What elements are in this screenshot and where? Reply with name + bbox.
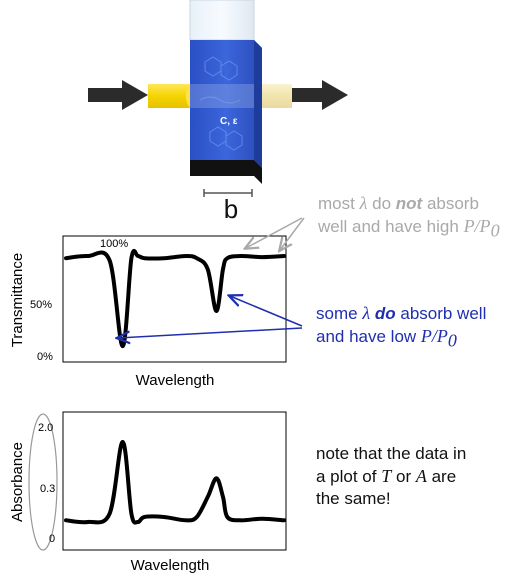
cuvette-base — [190, 160, 262, 184]
absorbance-tick-0-3: 0.3 — [40, 483, 55, 495]
incoming-light-arrow — [88, 80, 148, 110]
note-ratio: P/P — [463, 216, 491, 236]
note-do: do — [372, 194, 392, 213]
blue-arrow-to-second-dip — [230, 296, 303, 327]
note-do-emphasis: do — [374, 304, 396, 323]
note-T: T — [381, 466, 392, 486]
note-lambda-2: λ — [362, 303, 371, 323]
transmittance-tick-0: 0% — [37, 351, 53, 363]
note-ratio-2: P/P — [420, 326, 448, 346]
path-length-label: b — [224, 194, 238, 224]
incident-beam — [148, 84, 192, 108]
transmittance-plot-frame — [62, 235, 287, 363]
absorbance-series-line — [64, 439, 286, 525]
transmittance-ylabel: Transmittance — [9, 253, 26, 347]
low-transmit-pointer-arrows — [118, 296, 303, 338]
note-data-in: note that the data in — [316, 444, 467, 463]
note-and-have-low: and have low — [316, 327, 417, 346]
same-data-note: note that the data in a plot of T or A a… — [316, 443, 510, 510]
note-ratio-sub-2: 0 — [447, 330, 457, 351]
note-the-same: the same! — [316, 489, 391, 508]
cuvette-solution — [190, 40, 262, 168]
path-length-marker — [203, 189, 253, 197]
cuvette-illustration: C, ε b — [88, 0, 348, 224]
blue-arrow-to-first-dip — [118, 327, 303, 338]
note-not-emphasis: not — [395, 194, 423, 213]
high-transmit-note: most λ do not absorb well and have high … — [318, 192, 508, 241]
outgoing-light-arrow — [292, 80, 348, 110]
note-or: or — [395, 467, 412, 486]
transmittance-chart: 100% 50% 0% Transmittance Wavelength — [9, 235, 287, 389]
gray-arrow-to-baseline-right — [280, 217, 305, 250]
transmittance-tick-100: 100% — [100, 238, 128, 250]
note-are: are — [431, 467, 457, 486]
note-some: some — [316, 304, 358, 323]
note-absorb: absorb — [426, 194, 479, 213]
absorbance-axis-highlight-ellipse — [28, 413, 58, 551]
absorbance-chart: 2.0 0.3 0 Absorbance Wavelength — [9, 411, 287, 574]
cuvette-side — [254, 40, 262, 168]
molecule-sketch — [199, 56, 243, 151]
transmittance-xlabel: Wavelength — [136, 372, 215, 389]
absorbance-tick-0: 0 — [49, 533, 55, 545]
absorbance-tick-2: 2.0 — [38, 422, 53, 434]
absorbance-ylabel: Absorbance — [9, 442, 26, 522]
absorbance-xlabel: Wavelength — [131, 557, 210, 574]
note-well-and-have-high: well and have high — [318, 217, 459, 236]
cuvette-glass-top — [189, 0, 255, 41]
transmittance-tick-50: 50% — [30, 299, 52, 311]
note-absorb-well: absorb well — [400, 304, 487, 323]
high-transmit-pointer-arrows — [246, 217, 305, 250]
beam-in-cuvette — [190, 84, 254, 108]
transmittance-series-line — [64, 248, 286, 349]
note-lambda: λ — [359, 193, 368, 213]
note-ratio-sub: 0 — [490, 220, 500, 241]
note-A: A — [415, 466, 427, 486]
concentration-label: C, ε — [220, 116, 238, 127]
note-a-plot-of: a plot of — [316, 467, 377, 486]
gray-arrow-to-baseline-left — [246, 217, 303, 248]
note-most: most — [318, 194, 355, 213]
low-transmit-note: some λ do absorb well and have low P/P0 — [316, 302, 510, 351]
absorbance-plot-frame — [62, 411, 287, 551]
transmitted-beam — [262, 84, 292, 108]
